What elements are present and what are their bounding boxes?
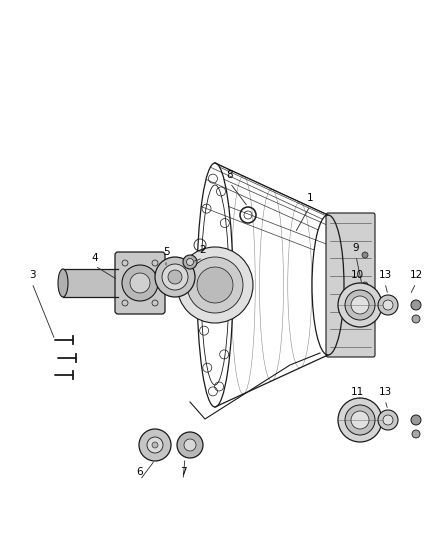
Circle shape [351,296,369,314]
FancyBboxPatch shape [115,252,165,314]
Circle shape [155,257,195,297]
Circle shape [383,300,393,310]
Text: 13: 13 [378,387,392,397]
Text: 5: 5 [162,247,170,257]
Text: 2: 2 [200,245,206,255]
Circle shape [197,267,233,303]
Circle shape [411,300,421,310]
Circle shape [162,264,188,290]
Text: 7: 7 [180,467,186,477]
Text: 11: 11 [350,387,364,397]
Text: 12: 12 [410,270,423,280]
Circle shape [168,270,182,284]
Circle shape [362,252,368,258]
Circle shape [187,259,194,265]
Circle shape [383,415,393,425]
Circle shape [139,429,171,461]
Circle shape [177,432,203,458]
Circle shape [411,415,421,425]
Circle shape [338,283,382,327]
Ellipse shape [58,269,68,297]
Circle shape [183,255,197,269]
Circle shape [177,247,253,323]
Text: 10: 10 [350,270,364,280]
FancyBboxPatch shape [63,269,118,297]
Circle shape [362,312,368,318]
Circle shape [152,442,158,448]
Circle shape [345,405,375,435]
Text: 8: 8 [227,170,233,180]
Text: 1: 1 [307,193,313,203]
Circle shape [184,439,196,451]
Circle shape [187,257,243,313]
FancyBboxPatch shape [326,213,375,357]
Text: 4: 4 [92,253,98,263]
Circle shape [351,411,369,429]
Circle shape [378,410,398,430]
Circle shape [130,273,150,293]
Text: 6: 6 [137,467,143,477]
Text: 13: 13 [378,270,392,280]
Circle shape [362,282,368,288]
Circle shape [412,430,420,438]
Circle shape [147,437,163,453]
Circle shape [412,315,420,323]
Circle shape [338,398,382,442]
Text: 9: 9 [353,243,359,253]
Circle shape [345,290,375,320]
Circle shape [122,265,158,301]
Text: 3: 3 [28,270,35,280]
Circle shape [378,295,398,315]
